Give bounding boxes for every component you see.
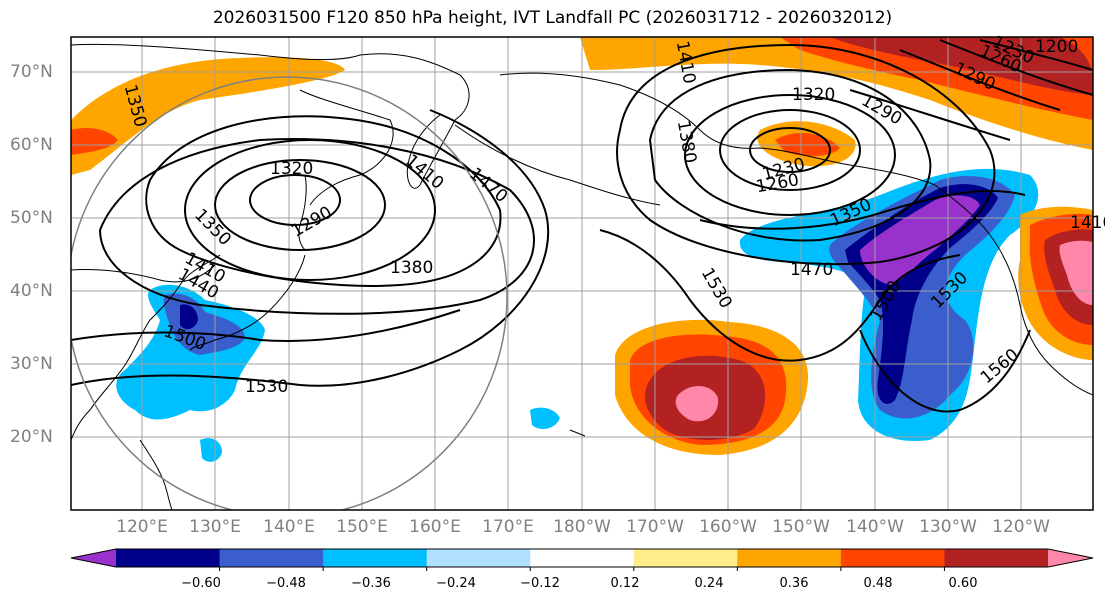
contour-label: 1530	[245, 377, 288, 397]
ivt-shading	[71, 37, 1093, 462]
coast-philippines	[139, 439, 173, 510]
lat-label: 20°N	[10, 427, 53, 447]
contour-low-west-inner	[249, 174, 341, 226]
colorbar-tick-label: −0.60	[181, 576, 221, 591]
contour-label: 1410	[1070, 213, 1105, 233]
lon-label: 120°E	[116, 517, 168, 537]
shade-cyan-small2	[530, 407, 560, 430]
shade-orange-siberia	[71, 57, 345, 175]
contour-1260-ne	[899, 49, 1061, 111]
coast-asia-north	[71, 43, 470, 121]
contour-low-west-1	[214, 159, 386, 251]
coast-alaska	[499, 72, 936, 186]
colorbar-segment	[426, 549, 531, 567]
contour-low-east-2	[684, 94, 896, 216]
colorbar-segment	[71, 549, 116, 567]
contour-label: 1320	[270, 159, 313, 179]
lon-label: 170°E	[482, 517, 534, 537]
lon-label: 160°W	[699, 517, 757, 537]
lat-label: 30°N	[10, 354, 53, 374]
contour-low-west-3	[145, 115, 502, 287]
coast-hawaii	[569, 429, 586, 437]
colorbar-outline	[70, 548, 1094, 568]
colorbar-tick-label: 0.24	[694, 576, 724, 591]
contour-1560-east	[859, 329, 1031, 413]
range-ring	[71, 76, 508, 510]
contour-1530-east	[599, 229, 961, 362]
coastlines	[71, 43, 1093, 510]
shade-pink-subtropical	[675, 385, 719, 422]
lat-label: 70°N	[10, 62, 53, 82]
shade-redorange-siberia	[71, 128, 118, 155]
coast-kamchatka	[406, 114, 456, 189]
contour-label: 1380	[390, 258, 433, 278]
lon-label: 170°W	[626, 517, 684, 537]
shade-navy-west	[180, 304, 198, 330]
lon-label: 120°W	[992, 517, 1050, 537]
coast-okhotsk	[299, 89, 394, 206]
contour-1200-ne	[979, 39, 1093, 71]
contour-1500-west	[71, 309, 461, 342]
colorbar-segment	[219, 549, 324, 567]
colorbar-tick-label: 0.12	[610, 576, 640, 591]
lon-label: 130°E	[189, 517, 241, 537]
contour-1290-ne	[849, 89, 1011, 141]
coast-china-inner	[71, 264, 216, 283]
contour-low-east-4	[616, 43, 996, 266]
contour-label: 1200	[1035, 37, 1078, 57]
colorbar-tick-label: 0.60	[948, 576, 978, 591]
shade-cyan-west	[116, 284, 265, 420]
graticule	[71, 37, 1093, 510]
lat-label: 40°N	[10, 281, 53, 301]
lon-label: 130°W	[919, 517, 977, 537]
colorbar-tick-label: 0.48	[863, 576, 893, 591]
contour-low-west-4	[98, 138, 535, 315]
colorbar-segment	[633, 549, 738, 567]
coast-japan	[189, 254, 306, 351]
colorbar-tick-label: 0.36	[779, 576, 809, 591]
contour-label: 1470	[790, 260, 833, 280]
lon-label: 150°W	[772, 517, 830, 537]
map-title: 2026031500 F120 850 hPa height, IVT Land…	[212, 8, 893, 28]
colorbar-tick-label: −0.36	[351, 576, 391, 591]
lon-label: 160°E	[409, 517, 461, 537]
height-contours	[71, 39, 1093, 413]
colorbar-segment	[323, 549, 428, 567]
shade-cyan-small1	[200, 438, 222, 462]
colorbar-tick-label: −0.12	[520, 576, 560, 591]
lon-label: 180°W	[553, 517, 611, 537]
colorbar	[70, 548, 1094, 571]
colorbar-segment	[116, 549, 221, 567]
contour-low-east-inner	[749, 127, 831, 173]
contour-low-east-3	[648, 68, 932, 242]
map-frame	[70, 36, 1094, 511]
contour-1530-west	[71, 109, 550, 387]
contour-label: 1320	[792, 85, 835, 105]
colorbar-segment	[1048, 549, 1093, 567]
colorbar-tick-label: −0.24	[436, 576, 476, 591]
lon-label: 150°E	[336, 517, 388, 537]
shade-pink-westcoast	[1059, 240, 1093, 305]
colorbar-segment	[840, 549, 945, 567]
colorbar-segment	[530, 549, 635, 567]
colorbar-segment	[944, 549, 1049, 567]
lon-label: 140°E	[263, 517, 315, 537]
lat-label: 60°N	[10, 135, 53, 155]
contour-low-east-1	[719, 109, 861, 191]
colorbar-tick-label: −0.48	[266, 576, 306, 591]
lon-label: 140°W	[846, 517, 904, 537]
lat-label: 50°N	[10, 208, 53, 228]
contour-1230-ne	[939, 39, 1093, 96]
contour-1410-east	[699, 190, 1026, 230]
colorbar-segment	[737, 549, 842, 567]
